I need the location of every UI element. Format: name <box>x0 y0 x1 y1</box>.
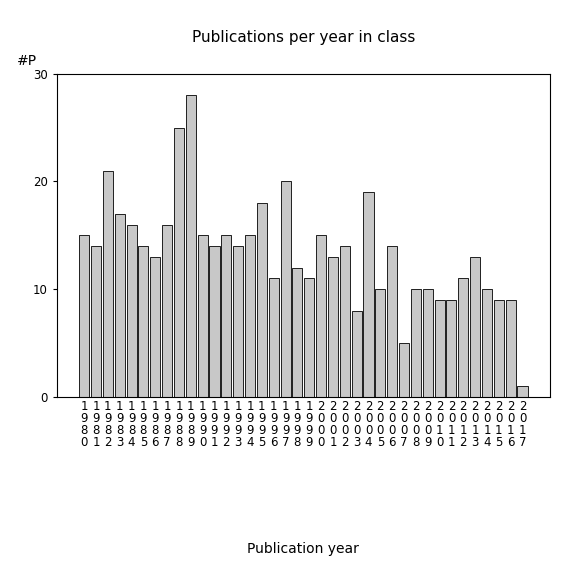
Bar <box>174 128 184 397</box>
Bar <box>138 246 149 397</box>
Bar <box>269 278 279 397</box>
Bar <box>446 300 456 397</box>
Bar <box>245 235 255 397</box>
Bar <box>198 235 208 397</box>
Bar <box>304 278 314 397</box>
Bar <box>103 171 113 397</box>
Text: Publications per year in class: Publications per year in class <box>192 31 415 45</box>
Bar <box>470 257 480 397</box>
Bar <box>399 343 409 397</box>
Bar <box>293 268 302 397</box>
Bar <box>423 289 433 397</box>
Bar <box>162 225 172 397</box>
Bar <box>482 289 492 397</box>
Bar <box>221 235 231 397</box>
Bar <box>328 257 338 397</box>
Bar <box>257 203 267 397</box>
Bar <box>434 300 445 397</box>
Bar <box>233 246 243 397</box>
Bar <box>150 257 160 397</box>
Bar <box>518 386 527 397</box>
Bar <box>79 235 89 397</box>
Bar <box>506 300 516 397</box>
Bar <box>115 214 125 397</box>
Bar <box>209 246 219 397</box>
Bar <box>363 192 374 397</box>
Bar <box>494 300 504 397</box>
Bar <box>91 246 101 397</box>
Text: Publication year: Publication year <box>247 541 359 556</box>
Text: #P: #P <box>17 54 37 68</box>
Bar <box>340 246 350 397</box>
Bar <box>458 278 468 397</box>
Bar <box>126 225 137 397</box>
Bar <box>375 289 386 397</box>
Bar <box>387 246 397 397</box>
Bar <box>186 95 196 397</box>
Bar <box>281 181 291 397</box>
Bar <box>316 235 326 397</box>
Bar <box>411 289 421 397</box>
Bar <box>352 311 362 397</box>
